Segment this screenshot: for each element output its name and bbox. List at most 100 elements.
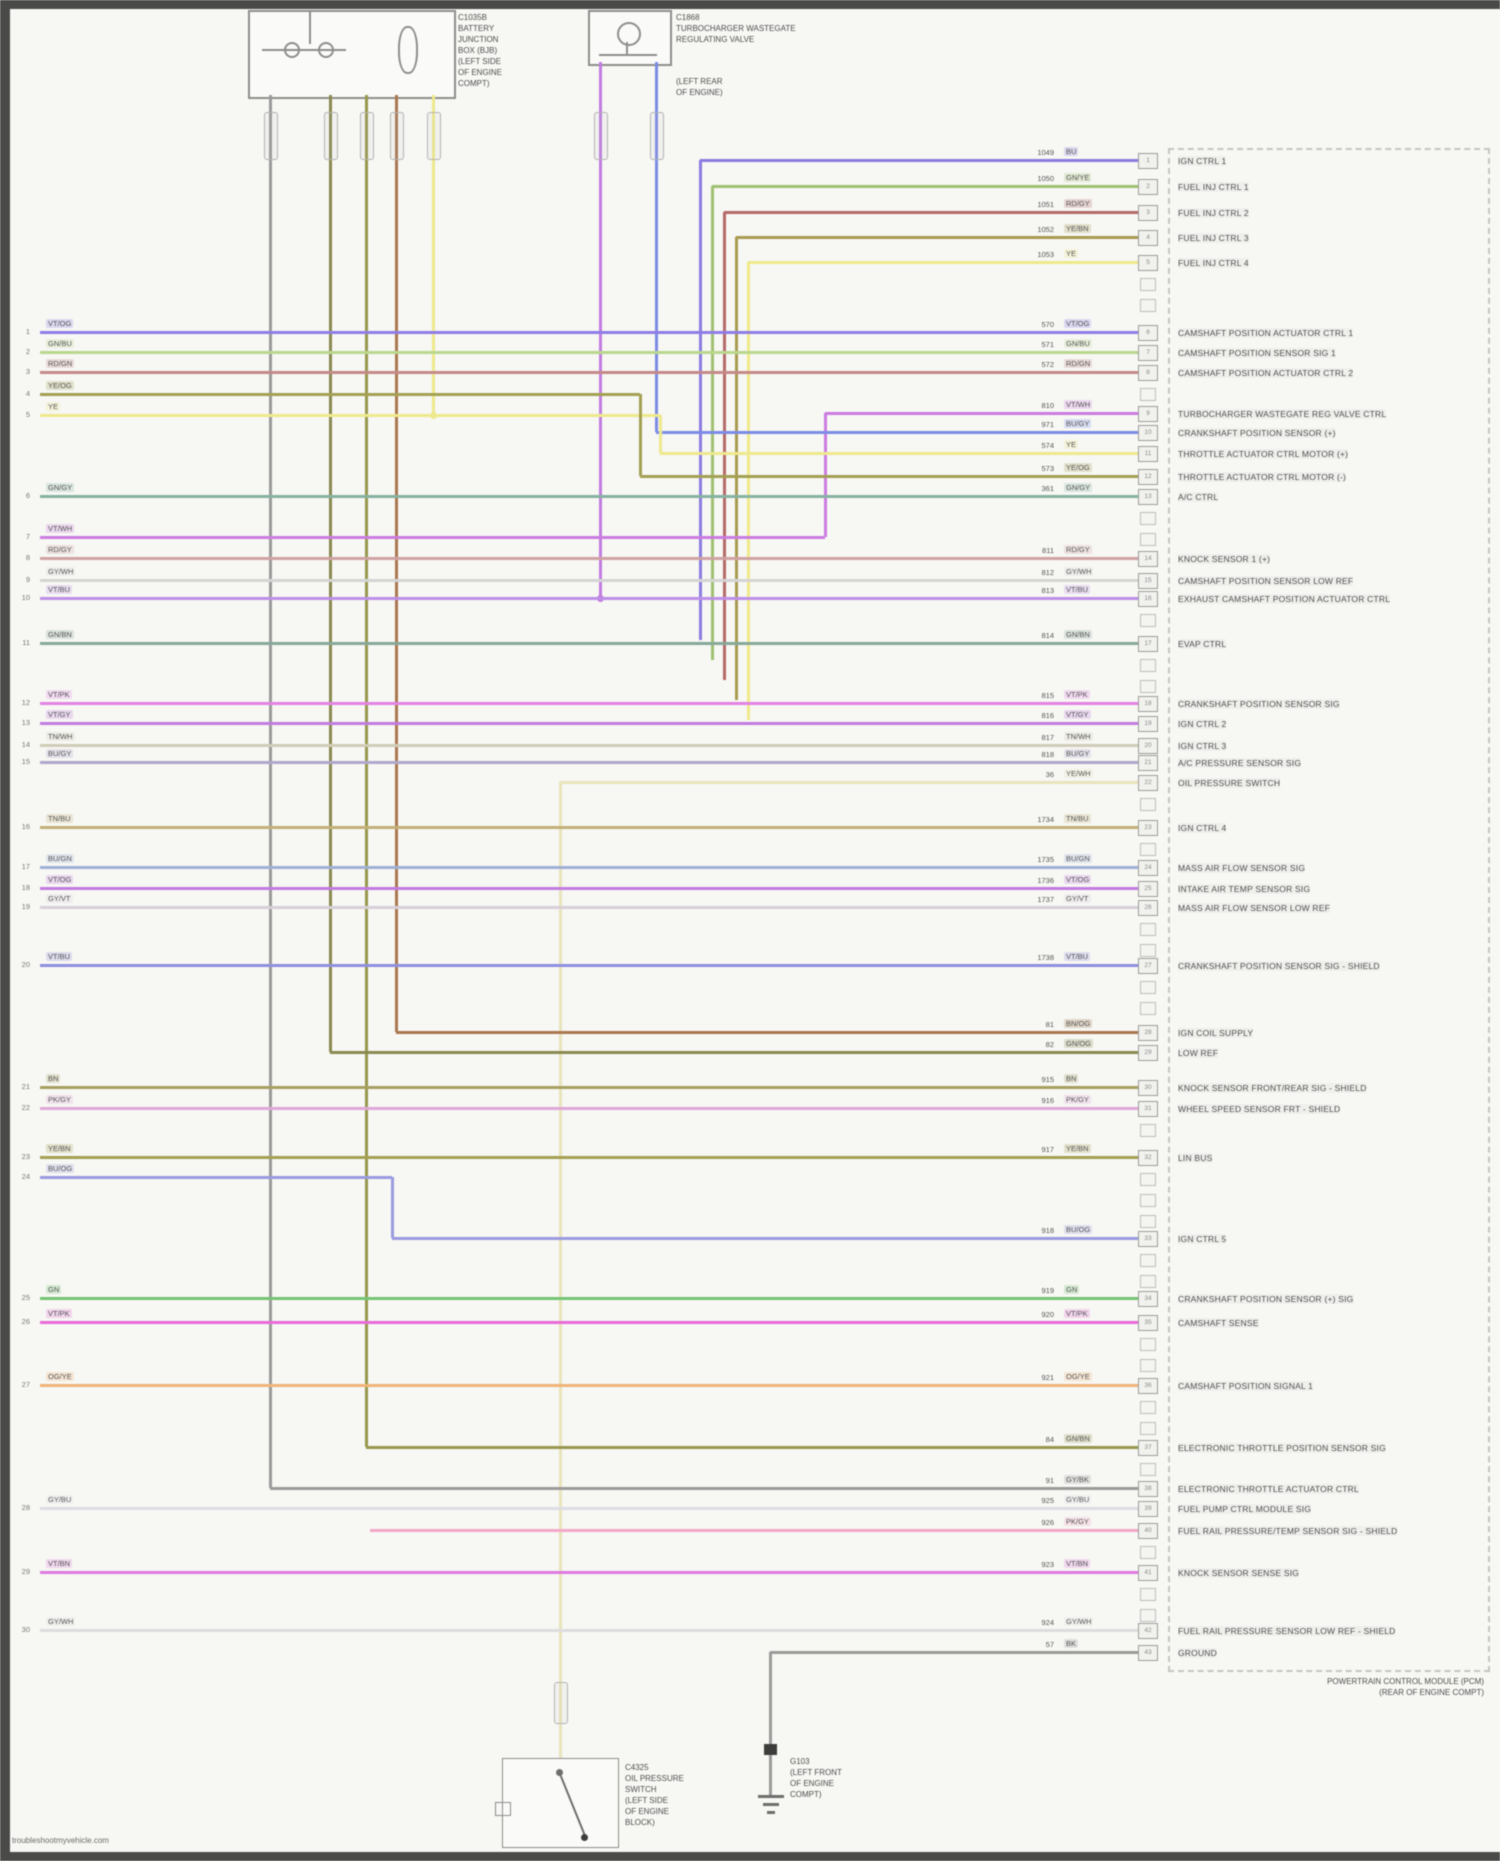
pcm-pin-box: 40 xyxy=(1138,1523,1158,1539)
wire-color-code-right: GN/BN xyxy=(1064,630,1092,639)
left-pin-number: 24 xyxy=(21,1172,30,1181)
wire-horizontal xyxy=(40,1176,392,1179)
wire-horizontal xyxy=(40,866,1138,869)
pcm-pin-label: CRANKSHAFT POSITION SENSOR (+) SIG xyxy=(1178,1294,1354,1304)
left-pin-number: 26 xyxy=(21,1317,30,1326)
circuit-number: 1050 xyxy=(1037,174,1054,183)
pcm-pin-box: 20 xyxy=(1138,738,1158,754)
wire-color-code-right: YE/OG xyxy=(1064,463,1092,472)
wastegate-valve-location: (LEFT REAR OF ENGINE) xyxy=(676,76,723,98)
bjb-label: C1035B BATTERY JUNCTION BOX (BJB) (LEFT SIDE… xyxy=(458,12,502,89)
wire-horizontal xyxy=(770,1651,1138,1654)
wire-color-code-left: RD/GY xyxy=(46,545,74,554)
pcm-pin-box: 15 xyxy=(1138,573,1158,589)
wire-color-code-right: PK/GY xyxy=(1064,1095,1091,1104)
wire-horizontal xyxy=(40,1629,1138,1632)
wire-color-code-right: VT/BU xyxy=(1064,952,1091,961)
circuit-number: 1053 xyxy=(1037,250,1054,259)
pcm-pin-box: 35 xyxy=(1138,1315,1158,1331)
frame-bottom-bar xyxy=(0,1852,1500,1861)
filler-pin-box xyxy=(1140,944,1156,957)
pcm-pin-box: 25 xyxy=(1138,881,1158,897)
left-pin-number: 4 xyxy=(25,389,30,398)
label-line: C1035B xyxy=(458,13,487,22)
wire-horizontal xyxy=(724,211,1138,214)
pcm-pin-box: 22 xyxy=(1138,775,1158,791)
left-pin-number: 25 xyxy=(21,1293,30,1302)
left-pin-number: 27 xyxy=(21,1380,30,1389)
left-pin-number: 6 xyxy=(25,491,30,500)
wire-color-code-right: VT/PK xyxy=(1064,690,1090,699)
pcm-pin-box: 41 xyxy=(1138,1565,1158,1581)
frame-top-bar xyxy=(0,0,1500,9)
label-line: OF ENGINE) xyxy=(676,88,723,97)
wire-color-code-right: RD/GY xyxy=(1064,545,1092,554)
inline-connector xyxy=(594,112,608,160)
pcm-pin-box: 18 xyxy=(1138,696,1158,712)
circuit-number: 1736 xyxy=(1037,876,1054,885)
pcm-pin-label: EXHAUST CAMSHAFT POSITION ACTUATOR CTRL xyxy=(1178,594,1391,604)
wire-color-code-right: GN/YE xyxy=(1064,173,1092,182)
pcm-pin-label: ELECTRONIC THROTTLE ACTUATOR CTRL xyxy=(1178,1484,1359,1494)
filler-pin-box xyxy=(1140,533,1156,546)
pcm-pin-label: FUEL INJ CTRL 4 xyxy=(1178,258,1249,268)
pcm-pin-box: 8 xyxy=(1138,365,1158,381)
wire-color-code-left: YE/BN xyxy=(46,1144,73,1153)
ground-bar-1 xyxy=(758,1795,784,1798)
wire-horizontal xyxy=(640,475,1138,478)
pcm-pin-box: 33 xyxy=(1138,1231,1158,1247)
pcm-pin-box: 6 xyxy=(1138,325,1158,341)
wire-horizontal xyxy=(712,185,1138,188)
wastegate-valve-label: C1868 TURBOCHARGER WASTEGATE REGULATING VA… xyxy=(676,12,796,45)
wire-vertical xyxy=(269,95,272,1488)
circuit-number: 1737 xyxy=(1037,895,1054,904)
left-pin-number: 19 xyxy=(21,902,30,911)
switch-terminal-bottom xyxy=(581,1834,588,1841)
pcm-pin-box: 23 xyxy=(1138,820,1158,836)
filler-pin-box xyxy=(1140,1173,1156,1186)
pcm-pin-box: 29 xyxy=(1138,1045,1158,1061)
oil-pressure-switch-label: C4325 OIL PRESSURE SWITCH (LEFT SIDE OF ENGI… xyxy=(625,1762,684,1828)
battery-junction-box xyxy=(248,10,456,99)
wire-horizontal xyxy=(366,1446,1138,1449)
wire-color-code-right: GY/WH xyxy=(1064,1617,1094,1626)
pcm-pin-box: 43 xyxy=(1138,1645,1158,1661)
pcm-pin-box: 30 xyxy=(1138,1080,1158,1096)
filler-pin-box xyxy=(1140,1194,1156,1207)
wire-riser xyxy=(391,1177,394,1238)
wire-riser xyxy=(659,415,662,453)
circuit-number: 971 xyxy=(1041,420,1054,429)
circuit-number: 1735 xyxy=(1037,855,1054,864)
label-line: (LEFT SIDE xyxy=(625,1796,668,1805)
wire-color-code-right: OG/YE xyxy=(1064,1372,1092,1381)
circuit-number: 570 xyxy=(1041,320,1054,329)
wire-horizontal xyxy=(40,702,1138,705)
pcm-pin-box: 16 xyxy=(1138,591,1158,607)
left-pin-number: 7 xyxy=(25,532,30,541)
ground-label: G103 (LEFT FRONT OF ENGINE COMPT) xyxy=(790,1756,842,1800)
pcm-pin-label: CRANKSHAFT POSITION SENSOR SIG xyxy=(1178,699,1340,709)
circuit-number: 921 xyxy=(1041,1373,1054,1382)
switch-side-terminal xyxy=(495,1802,511,1816)
wire-horizontal xyxy=(40,1086,1138,1089)
pcm-pin-box: 21 xyxy=(1138,755,1158,771)
filler-pin-box xyxy=(1140,1463,1156,1476)
circuit-number: 1049 xyxy=(1037,148,1054,157)
wire-color-code-right: BK xyxy=(1064,1639,1079,1648)
wire-horizontal xyxy=(40,597,1138,600)
filler-pin-box xyxy=(1140,680,1156,693)
filler-pin-box xyxy=(1140,1338,1156,1351)
pcm-pin-label: CRANKSHAFT POSITION SENSOR SIG - SHIELD xyxy=(1178,961,1380,971)
circuit-number: 1738 xyxy=(1037,953,1054,962)
wire-vertical xyxy=(735,237,738,700)
filler-pin-box xyxy=(1140,1254,1156,1267)
circuit-number: 817 xyxy=(1041,733,1054,742)
label-line: OF ENGINE xyxy=(790,1779,835,1788)
label-line: C1868 xyxy=(676,13,700,22)
pcm-pin-label: FUEL INJ CTRL 1 xyxy=(1178,182,1249,192)
pcm-pin-box: 9 xyxy=(1138,406,1158,422)
valve-coil-symbol xyxy=(617,22,641,46)
label-line: (LEFT FRONT xyxy=(790,1768,842,1777)
wire-horizontal xyxy=(40,495,1138,498)
